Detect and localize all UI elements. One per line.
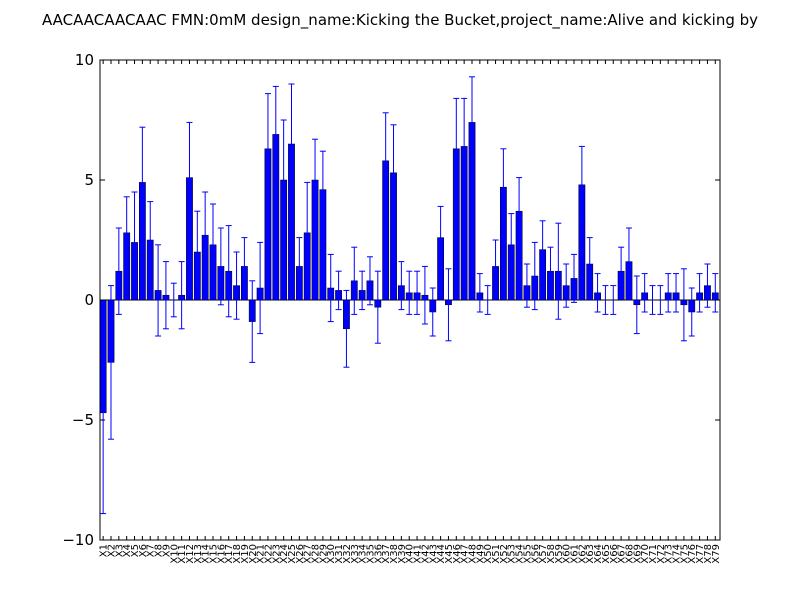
x-tick-label-X72: X72 [656, 544, 667, 564]
x-tick-label-X30: X30 [326, 544, 337, 564]
y-tick-label: 5 [84, 171, 94, 189]
x-tick-label-X65: X65 [601, 544, 612, 564]
x-tick-label-X13: X13 [193, 544, 204, 564]
x-tick-label-X47: X47 [460, 544, 471, 564]
x-tick-label-X11: X11 [177, 544, 188, 564]
x-tick-label-X32: X32 [342, 544, 353, 564]
x-tick-label-X18: X18 [232, 544, 243, 564]
x-tick-label-X27: X27 [303, 544, 314, 564]
x-tick-label-X74: X74 [672, 544, 683, 564]
x-tick-label-X8: X8 [154, 544, 165, 557]
x-tick-label-X23: X23 [271, 544, 282, 564]
x-tick-label-X42: X42 [420, 544, 431, 564]
x-tick-label-X36: X36 [373, 544, 384, 564]
x-tick-label-X34: X34 [358, 544, 369, 564]
y-tick-label: −10 [62, 531, 94, 549]
x-tick-label-X51: X51 [491, 544, 502, 564]
x-tick-label-X31: X31 [334, 544, 345, 564]
x-tick-label-X2: X2 [106, 544, 117, 557]
x-tick-label-X53: X53 [507, 544, 518, 564]
x-tick-label-X70: X70 [640, 544, 651, 564]
x-tick-label-X24: X24 [279, 544, 290, 564]
y-tick-label: 10 [75, 51, 94, 69]
x-tick-label-X28: X28 [311, 544, 322, 564]
x-tick-label-X49: X49 [475, 544, 486, 564]
x-tick-label-X69: X69 [632, 544, 643, 564]
chart-title: AACAACAACAAC FMN:0mM design_name:Kicking… [42, 11, 758, 30]
x-tick-label-X44: X44 [436, 544, 447, 564]
x-tick-label-X6: X6 [138, 544, 149, 557]
x-tick-label-X58: X58 [546, 544, 557, 564]
x-tick-label-X4: X4 [122, 544, 133, 557]
x-tick-label-X15: X15 [209, 544, 220, 564]
x-tick-label-X17: X17 [224, 544, 235, 564]
x-tick-label-X73: X73 [664, 544, 675, 564]
x-tick-label-X48: X48 [468, 544, 479, 564]
x-tick-label-X9: X9 [161, 544, 172, 557]
x-tick-label-X20: X20 [248, 544, 259, 564]
x-tick-label-X75: X75 [679, 544, 690, 564]
x-tick-label-X14: X14 [201, 544, 212, 564]
x-tick-label-X67: X67 [617, 544, 628, 564]
x-tick-label-X37: X37 [381, 544, 392, 564]
x-tick-label-X61: X61 [570, 544, 581, 564]
x-tick-label-X29: X29 [318, 544, 329, 564]
x-tick-label-X57: X57 [538, 544, 549, 564]
x-tick-label-X62: X62 [577, 544, 588, 564]
x-tick-label-X56: X56 [530, 544, 541, 564]
x-tick-label-X5: X5 [130, 544, 141, 557]
x-tick-label-X76: X76 [687, 544, 698, 564]
y-tick-label: 0 [84, 291, 94, 309]
x-tick-label-X45: X45 [444, 544, 455, 564]
x-tick-label-X50: X50 [483, 544, 494, 564]
x-tick-label-X52: X52 [499, 544, 510, 564]
x-tick-label-X26: X26 [295, 544, 306, 564]
x-tick-label-X25: X25 [287, 544, 298, 564]
x-tick-label-X46: X46 [452, 544, 463, 564]
x-tick-label-X33: X33 [350, 544, 361, 564]
x-tick-label-X1: X1 [99, 544, 110, 557]
x-tick-label-X64: X64 [593, 544, 604, 564]
x-tick-label-X59: X59 [554, 544, 565, 564]
x-tick-label-X54: X54 [515, 544, 526, 564]
x-tick-label-X35: X35 [365, 544, 376, 564]
plot-frame [99, 59, 721, 541]
x-tick-label-X63: X63 [585, 544, 596, 564]
x-tick-label-X77: X77 [695, 544, 706, 564]
y-tick-label: −5 [72, 411, 94, 429]
x-tick-label-X21: X21 [256, 544, 267, 564]
x-tick-label-X68: X68 [624, 544, 635, 564]
x-tick-label-X78: X78 [703, 544, 714, 564]
x-tick-label-X16: X16 [216, 544, 227, 564]
x-tick-label-X3: X3 [114, 544, 125, 557]
x-tick-label-X55: X55 [522, 544, 533, 564]
x-tick-label-X66: X66 [609, 544, 620, 564]
x-tick-label-X41: X41 [413, 544, 424, 564]
x-tick-label-X71: X71 [648, 544, 659, 564]
x-tick-label-X43: X43 [428, 544, 439, 564]
x-tick-label-X39: X39 [397, 544, 408, 564]
x-tick-label-X12: X12 [185, 544, 196, 564]
x-tick-label-X19: X19 [240, 544, 251, 564]
x-tick-label-X7: X7 [146, 544, 157, 557]
x-tick-label-X10: X10 [169, 544, 180, 564]
x-tick-label-X60: X60 [562, 544, 573, 564]
x-tick-label-X79: X79 [711, 544, 722, 564]
x-tick-label-X38: X38 [389, 544, 400, 564]
x-tick-label-X22: X22 [263, 544, 274, 564]
plot-marks: 1050−5−10X1X2X3X4X5X6X7X8X9X10X11X12X13X… [62, 51, 721, 564]
x-tick-label-X40: X40 [405, 544, 416, 564]
